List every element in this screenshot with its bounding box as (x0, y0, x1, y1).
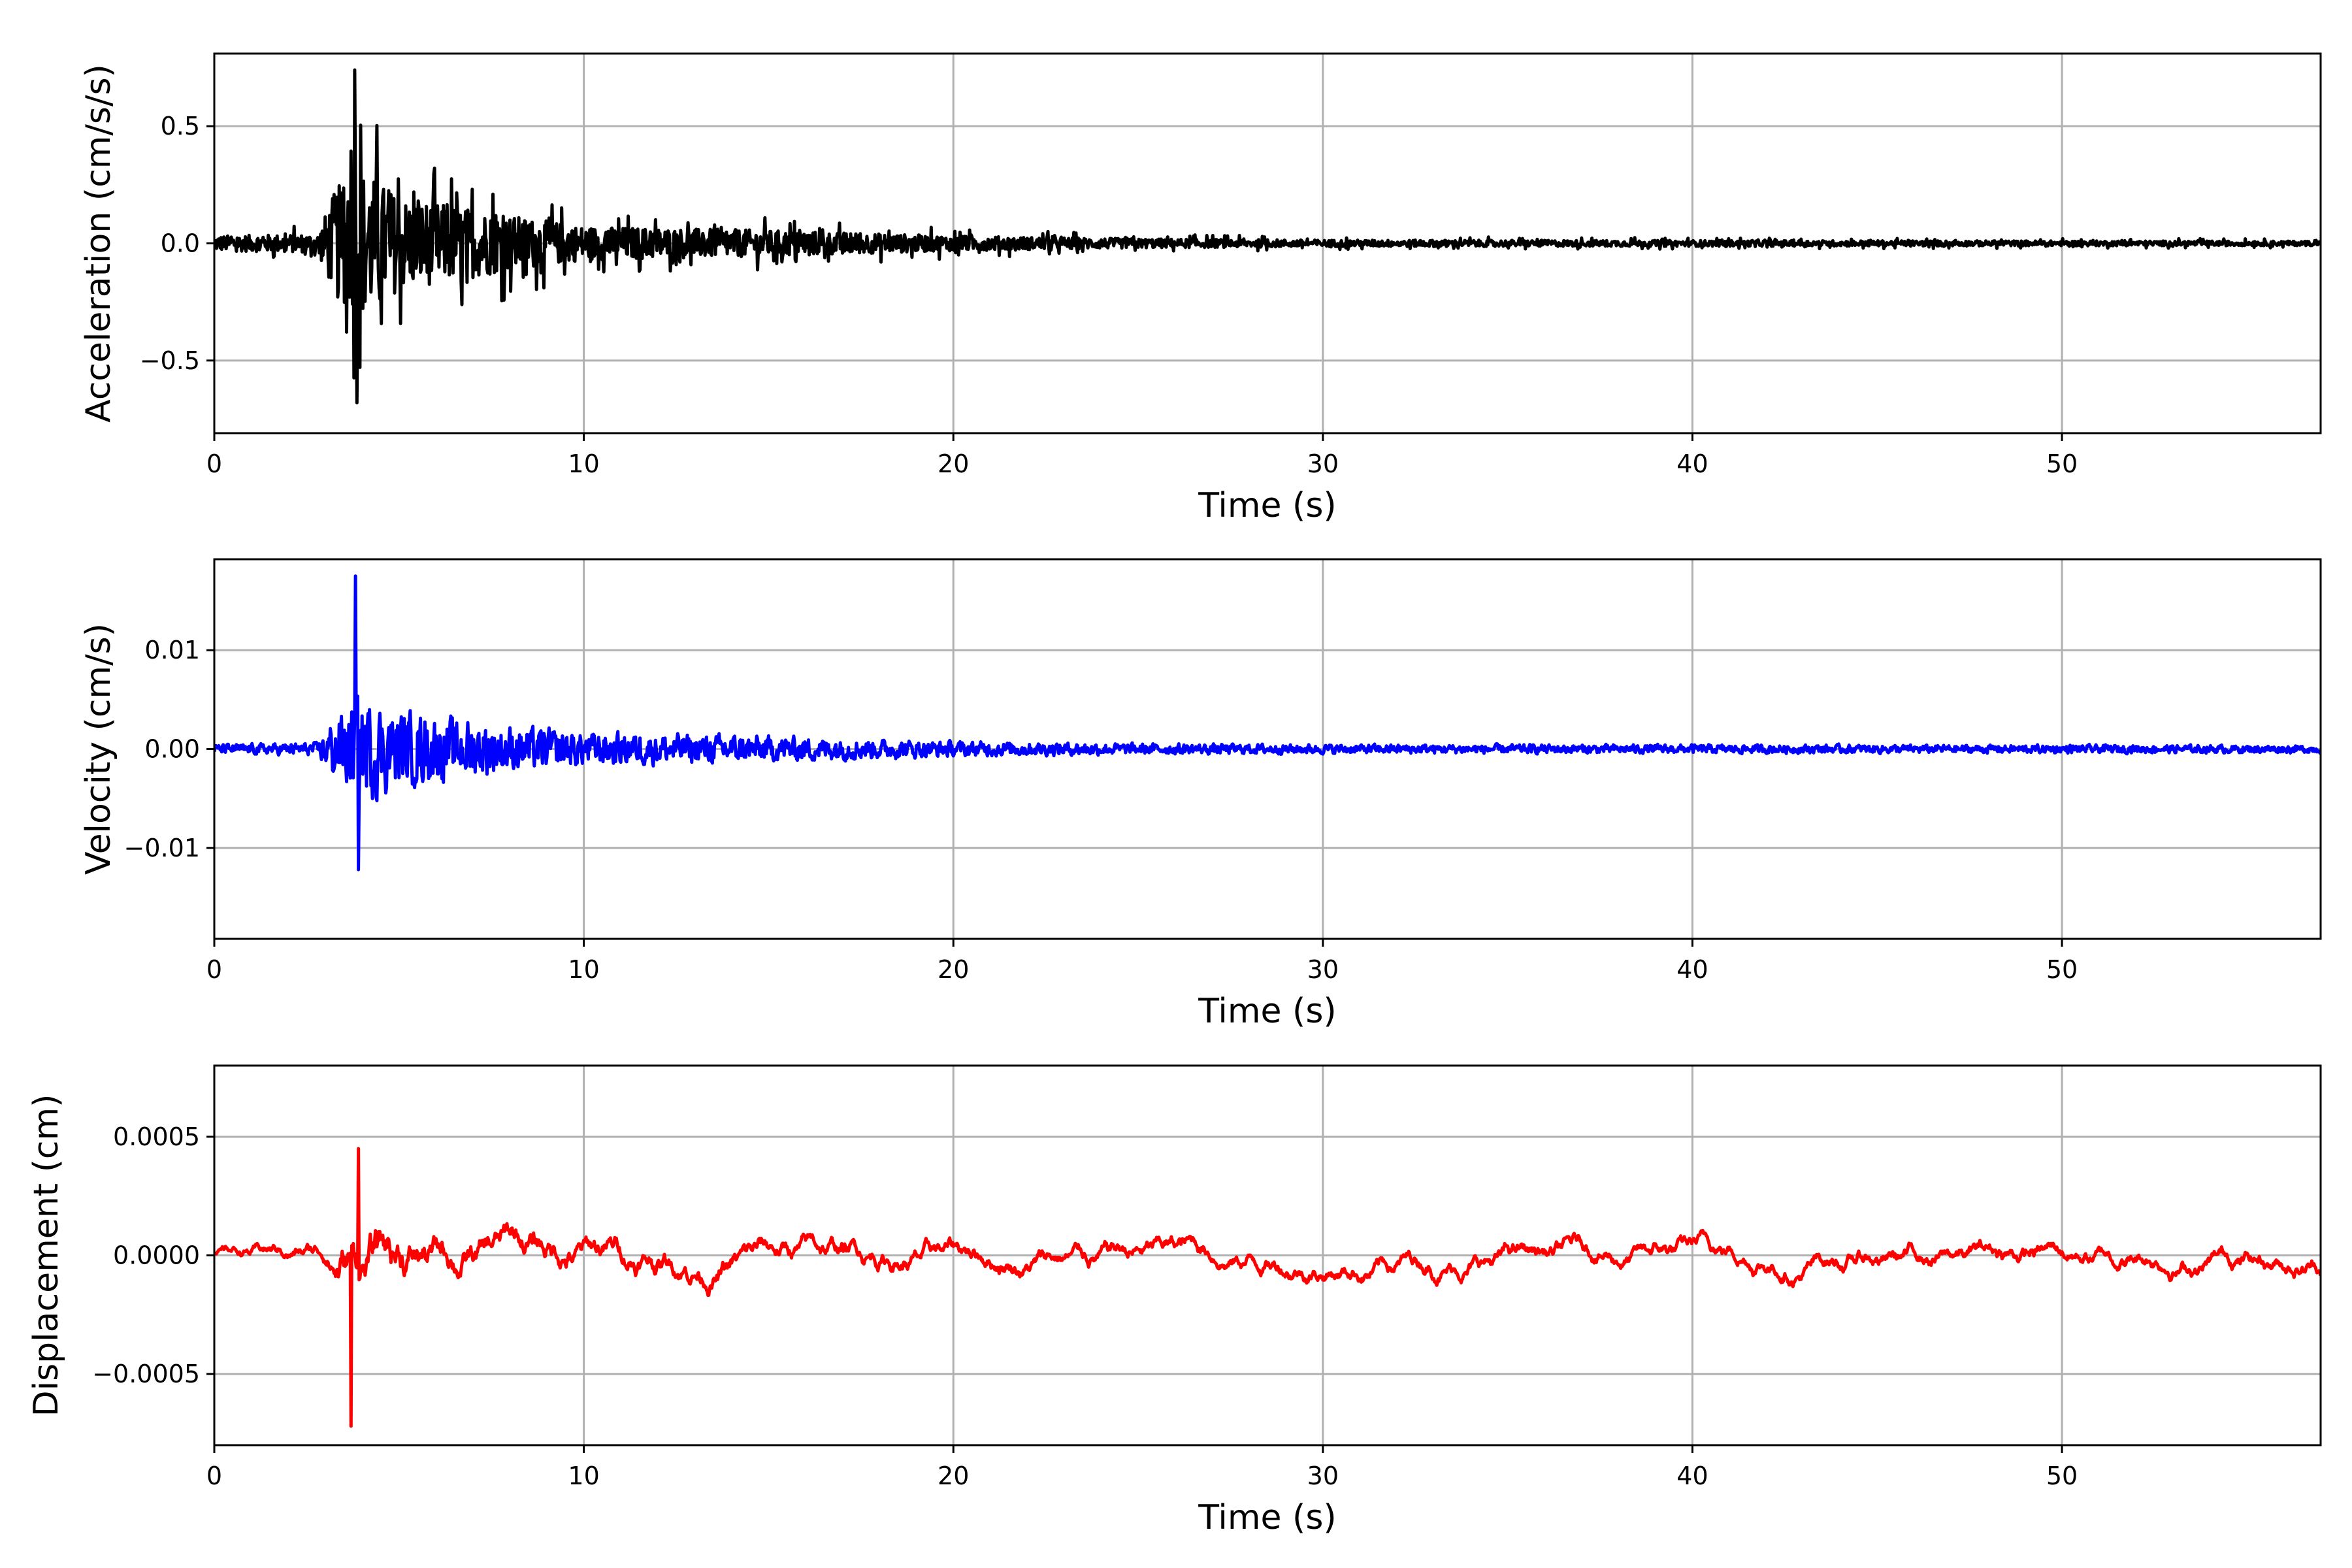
x-axis-label: Time (s) (1198, 486, 1336, 525)
x-tick-label: 10 (568, 1462, 599, 1490)
x-tick-label: 40 (1676, 449, 1708, 478)
y-tick-label: −0.5 (140, 346, 200, 375)
x-tick-label: 10 (568, 955, 599, 984)
x-tick-label: 20 (938, 449, 969, 478)
y-tick-label: 0.01 (144, 636, 200, 664)
x-tick-label: 50 (2046, 449, 2078, 478)
x-tick-label: 30 (1307, 449, 1339, 478)
x-tick-label: 40 (1676, 955, 1708, 984)
y-tick-label: −0.01 (124, 834, 200, 862)
x-tick-label: 50 (2046, 1462, 2078, 1490)
axes-frame (213, 1064, 2322, 1446)
y-axis-label: Displacement (cm) (27, 1094, 66, 1417)
x-tick-label: 30 (1307, 1462, 1339, 1490)
x-tick-label: 40 (1676, 1462, 1708, 1490)
y-tick-label: 0.5 (161, 112, 200, 140)
x-tick-label: 20 (938, 1462, 969, 1490)
axes-frame (213, 52, 2322, 434)
panel-acceleration: 0 10 20 30 40 50 −0.5 0.0 0.5 Time (s) Acceleratio… (79, 52, 2322, 525)
x-tick-label: 0 (206, 955, 222, 984)
x-tick-label: 50 (2046, 955, 2078, 984)
x-tick-label: 0 (206, 449, 222, 478)
y-tick-label: 0.00 (144, 735, 200, 764)
panel-velocity: 0 10 20 30 40 50 −0.01 0.00 0.01 Time (s) Velocity… (79, 558, 2322, 1031)
velocity-line (214, 574, 2321, 872)
y-tick-label: −0.0005 (92, 1360, 200, 1388)
axes-frame (213, 558, 2322, 940)
x-tick-label: 10 (568, 449, 599, 478)
panel-displacement: 0 10 20 30 40 50 −0.0005 0.0000 0.0005 Time (s) Di… (27, 1064, 2322, 1537)
y-axis-label: Acceleration (cm/s/s) (79, 64, 118, 423)
x-tick-label: 30 (1307, 955, 1339, 984)
y-axis-label: Velocity (cm/s) (79, 623, 118, 875)
x-tick-label: 20 (938, 955, 969, 984)
x-axis-label: Time (s) (1198, 1498, 1336, 1537)
displacement-line (214, 1147, 2321, 1428)
x-axis-label: Time (s) (1198, 992, 1336, 1031)
y-tick-label: 0.0000 (113, 1241, 200, 1270)
y-tick-label: 0.0005 (113, 1122, 200, 1151)
x-tick-label: 0 (206, 1462, 222, 1490)
acceleration-line (214, 68, 2321, 404)
y-tick-label: 0.0 (161, 229, 200, 258)
